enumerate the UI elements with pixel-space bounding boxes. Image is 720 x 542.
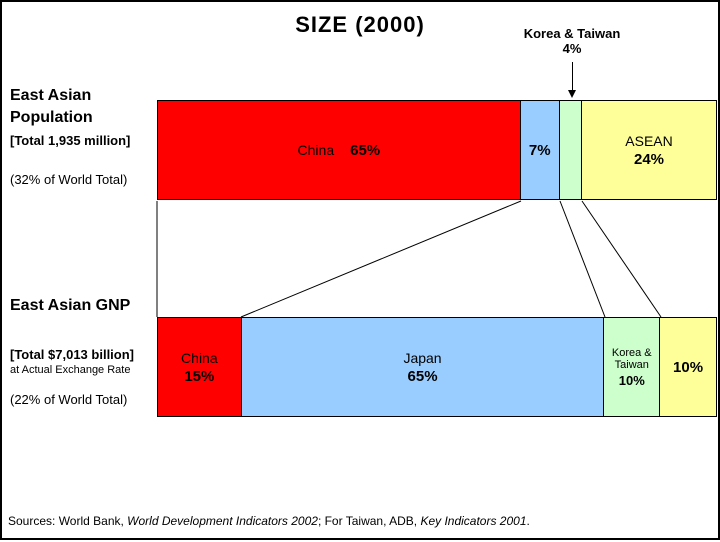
sources-prefix: Sources: World Bank, xyxy=(8,514,127,528)
pop-heading-2: Population xyxy=(10,109,160,127)
sources-mid: ; For Taiwan, ADB, xyxy=(318,514,421,528)
callout-name: Korea & Taiwan xyxy=(512,26,632,41)
bar-segment: 7% xyxy=(521,101,560,199)
sources-suffix: . xyxy=(527,514,530,528)
pop-world-share: (32% of World Total) xyxy=(10,172,160,187)
bar-segment: China 15% xyxy=(158,318,242,416)
callout-korea-taiwan: Korea & Taiwan 4% xyxy=(512,26,632,56)
segment-name: ASEAN xyxy=(625,133,672,149)
bar-segment: 10% xyxy=(660,318,716,416)
segment-pct: 10% xyxy=(619,373,645,388)
segment-pct: 7% xyxy=(529,142,551,159)
bar-segment: China 65% xyxy=(158,101,521,199)
pop-total: [Total 1,935 million] xyxy=(10,133,160,148)
gnp-bar: China 15% Japan 65% Korea &Taiwan 10% 10% xyxy=(157,317,717,417)
callout-line xyxy=(572,62,573,92)
segment-pct: 15% xyxy=(184,368,214,385)
gnp-rate-note: at Actual Exchange Rate xyxy=(10,364,160,376)
gnp-labels: East Asian GNP [Total $7,013 billion] at… xyxy=(10,297,160,407)
callout-arrow xyxy=(568,90,576,98)
pop-heading-1: East Asian xyxy=(10,87,160,105)
gnp-total: [Total $7,013 billion] xyxy=(10,347,160,362)
segment-name: Japan xyxy=(403,350,441,366)
segment-name: China xyxy=(181,350,218,366)
gnp-world-share: (22% of World Total) xyxy=(10,392,160,407)
sources-italic2: Key Indicators 2001 xyxy=(420,514,526,528)
segment-pct: 24% xyxy=(634,151,664,168)
segment-pct: 65% xyxy=(350,142,380,159)
segment-pct: 65% xyxy=(408,368,438,385)
segment-name: China xyxy=(298,142,335,158)
connectors xyxy=(2,2,720,542)
segment-name: Korea &Taiwan xyxy=(612,347,652,371)
bar-segment: Korea &Taiwan 10% xyxy=(604,318,660,416)
population-labels: East Asian Population [Total 1,935 milli… xyxy=(10,87,160,187)
sources-line: Sources: World Bank, World Development I… xyxy=(8,514,530,528)
gnp-heading: East Asian GNP xyxy=(10,297,160,315)
callout-pct: 4% xyxy=(512,41,632,56)
segment-pct: 10% xyxy=(673,359,703,376)
sources-italic1: World Development Indicators 2002 xyxy=(127,514,318,528)
bar-segment: Japan 65% xyxy=(242,318,605,416)
bar-segment: ASEAN 24% xyxy=(582,101,716,199)
population-bar: China 65% 7% ASEAN 24% xyxy=(157,100,717,200)
bar-segment xyxy=(560,101,582,199)
